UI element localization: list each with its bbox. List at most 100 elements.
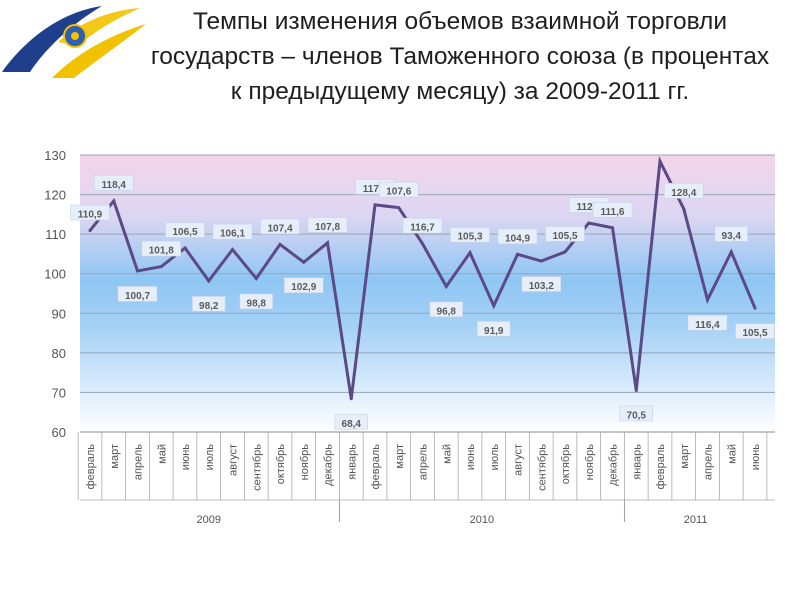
x-tick-label: май: [156, 444, 168, 464]
x-tick-label: июль: [489, 444, 501, 471]
year-label: 2011: [684, 514, 708, 526]
x-tick-label: октябрь: [275, 444, 287, 484]
data-label-text: 105,5: [552, 231, 577, 242]
x-tick-label: ноябрь: [299, 444, 311, 481]
data-label-text: 112,8: [577, 202, 602, 213]
data-label-text: 96,8: [437, 306, 457, 317]
x-tick-label: апрель: [703, 444, 715, 480]
x-tick-label: июль: [204, 444, 216, 471]
data-point: [326, 241, 329, 245]
data-label-text: 91,9: [484, 326, 504, 337]
y-tick-label: 100: [44, 267, 66, 282]
data-label-text: 107,6: [386, 187, 411, 198]
y-tick-label: 70: [52, 385, 66, 400]
x-tick-label: август: [513, 444, 525, 476]
data-label: 104,9: [497, 228, 538, 245]
data-label-box: [192, 296, 226, 312]
data-label-box: [402, 217, 443, 234]
data-label-box: [663, 183, 704, 199]
data-label-box: [93, 175, 134, 191]
data-label-text: 103,2: [529, 281, 554, 292]
x-tick-label: сентябрь: [536, 444, 548, 491]
data-label-text: 118,4: [102, 180, 127, 191]
x-tick-label: март: [394, 444, 406, 469]
data-point: [611, 226, 614, 230]
data-point: [302, 260, 306, 264]
data-label-box: [619, 405, 653, 422]
data-point: [658, 159, 662, 163]
data-label-box: [429, 301, 463, 318]
data-label-text: 107,8: [315, 222, 340, 233]
data-point: [112, 199, 116, 203]
data-label: 103,2: [521, 276, 562, 292]
data-label-text: 128,4: [671, 188, 696, 199]
data-label-text: 116,4: [695, 320, 720, 331]
data-label-text: 117,4: [363, 184, 388, 195]
x-tick-label: март: [679, 444, 691, 469]
data-label: 70,5: [619, 405, 653, 422]
data-label-box: [117, 286, 158, 302]
data-label-box: [165, 222, 205, 238]
data-label: 128,4: [663, 183, 704, 199]
data-label: 106,5: [165, 222, 205, 238]
data-label-text: 68,4: [342, 419, 362, 430]
data-label-box: [592, 202, 633, 218]
year-label: 2010: [470, 514, 494, 526]
data-point: [492, 304, 496, 308]
data-label-text: 110,9: [78, 210, 103, 221]
data-label: 118,4: [93, 175, 134, 191]
x-tick-label: март: [109, 444, 121, 469]
x-tick-label: май: [726, 444, 738, 464]
data-label-box: [70, 204, 110, 221]
data-label: 100,7: [117, 286, 158, 302]
data-point: [706, 298, 709, 302]
data-label: 68,4: [334, 413, 368, 430]
x-tick-label: май: [441, 444, 453, 464]
data-point: [563, 250, 567, 254]
data-label-box: [307, 217, 348, 233]
data-label-text: 111,6: [601, 207, 625, 218]
data-label: 98,2: [192, 296, 226, 312]
data-label: 111,6: [592, 202, 633, 218]
line-chart: 60 70 80 90 100 110 120 130 110,9 118,4 100,7 101,…: [44, 148, 775, 526]
x-tick-label: февраль: [370, 444, 382, 490]
data-label-box: [687, 315, 728, 331]
data-point: [468, 251, 472, 255]
data-label-box: [283, 277, 324, 294]
data-point: [421, 242, 424, 246]
data-label: 93,4: [714, 226, 748, 242]
data-label-text: 106,1: [220, 229, 245, 240]
data-point: [444, 284, 448, 288]
x-tick-label: февраль: [85, 444, 97, 490]
data-label: 107,8: [307, 217, 348, 233]
x-tick-label: октябрь: [560, 444, 572, 484]
data-point: [397, 206, 401, 210]
data-label: 96,8: [429, 301, 463, 318]
x-tick-label: февраль: [655, 444, 667, 490]
data-label: 116,7: [402, 217, 443, 234]
data-label-box: [497, 228, 538, 245]
x-tick-label: апрель: [133, 444, 145, 480]
data-point: [254, 276, 258, 280]
data-label-box: [378, 181, 419, 198]
y-tick-label: 60: [52, 425, 66, 440]
data-label-box: [714, 226, 748, 242]
x-tick-label: ноябрь: [584, 444, 596, 481]
data-point: [207, 279, 211, 283]
data-label-text: 70,5: [627, 410, 647, 421]
year-label: 2009: [197, 514, 221, 526]
x-tick-label: январь: [346, 444, 358, 480]
data-point: [231, 248, 234, 252]
data-label-box: [450, 226, 490, 243]
data-point: [278, 242, 282, 246]
data-point: [516, 252, 519, 256]
data-label-text: 101,8: [149, 246, 174, 257]
data-label-text: 116,7: [410, 223, 435, 234]
data-label: 105,5: [735, 323, 775, 339]
data-label-box: [477, 320, 511, 337]
page-title: Темпы изменения объемов взаимной торговл…: [150, 8, 770, 105]
data-label-text: 106,5: [172, 227, 197, 238]
data-label-text: 93,4: [722, 231, 742, 242]
x-tick-label: июнь: [180, 444, 192, 470]
x-tick-label: декабрь: [323, 444, 335, 486]
